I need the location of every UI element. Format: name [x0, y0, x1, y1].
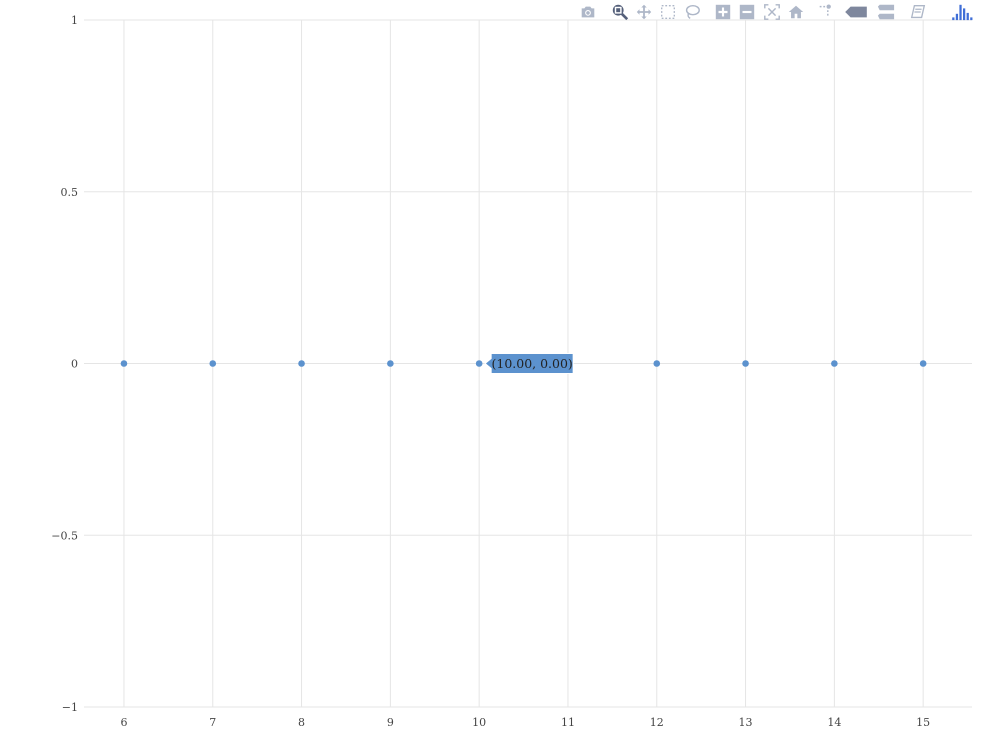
- zoom-in-icon[interactable]: [713, 2, 733, 22]
- y-tick-label: −0.5: [51, 529, 78, 542]
- x-tick-label: 6: [120, 716, 127, 729]
- x-tick-label: 8: [298, 716, 305, 729]
- hover-closest-icon[interactable]: [842, 2, 870, 22]
- x-tick-labels: 6 7 8 9 10 11 12 13 14 15: [120, 716, 930, 729]
- data-point[interactable]: [742, 360, 749, 367]
- data-point[interactable]: [831, 360, 838, 367]
- x-tick-label: 9: [387, 716, 394, 729]
- y-tick-label: 1: [71, 14, 78, 27]
- data-point[interactable]: [298, 360, 305, 367]
- x-tick-label: 7: [209, 716, 216, 729]
- y-tick-label: 0: [71, 358, 78, 371]
- data-point[interactable]: [120, 360, 128, 367]
- x-tick-label: 11: [561, 716, 575, 729]
- x-tick-label: 14: [827, 716, 841, 729]
- home-icon[interactable]: [786, 2, 806, 22]
- x-tick-label: 15: [916, 716, 930, 729]
- y-tick-label: 0.5: [61, 186, 79, 199]
- hover-label-text: (10.00, 0.00): [491, 356, 572, 371]
- edit-icon[interactable]: [908, 2, 928, 22]
- zoom-out-icon[interactable]: [737, 2, 757, 22]
- data-point[interactable]: [209, 360, 217, 367]
- data-point[interactable]: [475, 360, 483, 367]
- data-point[interactable]: [919, 360, 927, 367]
- x-tick-label: 12: [650, 716, 664, 729]
- hover-compare-icon[interactable]: [874, 2, 898, 22]
- y-tick-labels: 1 0.5 0 −0.5 −1: [51, 14, 78, 714]
- box-select-icon[interactable]: [658, 2, 678, 22]
- x-tick-label: 10: [472, 716, 486, 729]
- data-point[interactable]: [387, 360, 394, 367]
- pan-icon[interactable]: [634, 2, 654, 22]
- y-tick-label: −1: [62, 701, 78, 714]
- hover-label: (10.00, 0.00): [484, 353, 574, 374]
- camera-icon[interactable]: [578, 2, 598, 22]
- x-tick-label: 13: [739, 716, 753, 729]
- modebar: [581, 2, 990, 22]
- data-point[interactable]: [653, 360, 661, 367]
- plotly-logo-icon[interactable]: [950, 2, 976, 22]
- spike-lines-icon[interactable]: [816, 2, 836, 22]
- zoom-icon[interactable]: [610, 2, 630, 22]
- autoscale-icon[interactable]: [762, 2, 782, 22]
- lasso-select-icon[interactable]: [682, 2, 702, 22]
